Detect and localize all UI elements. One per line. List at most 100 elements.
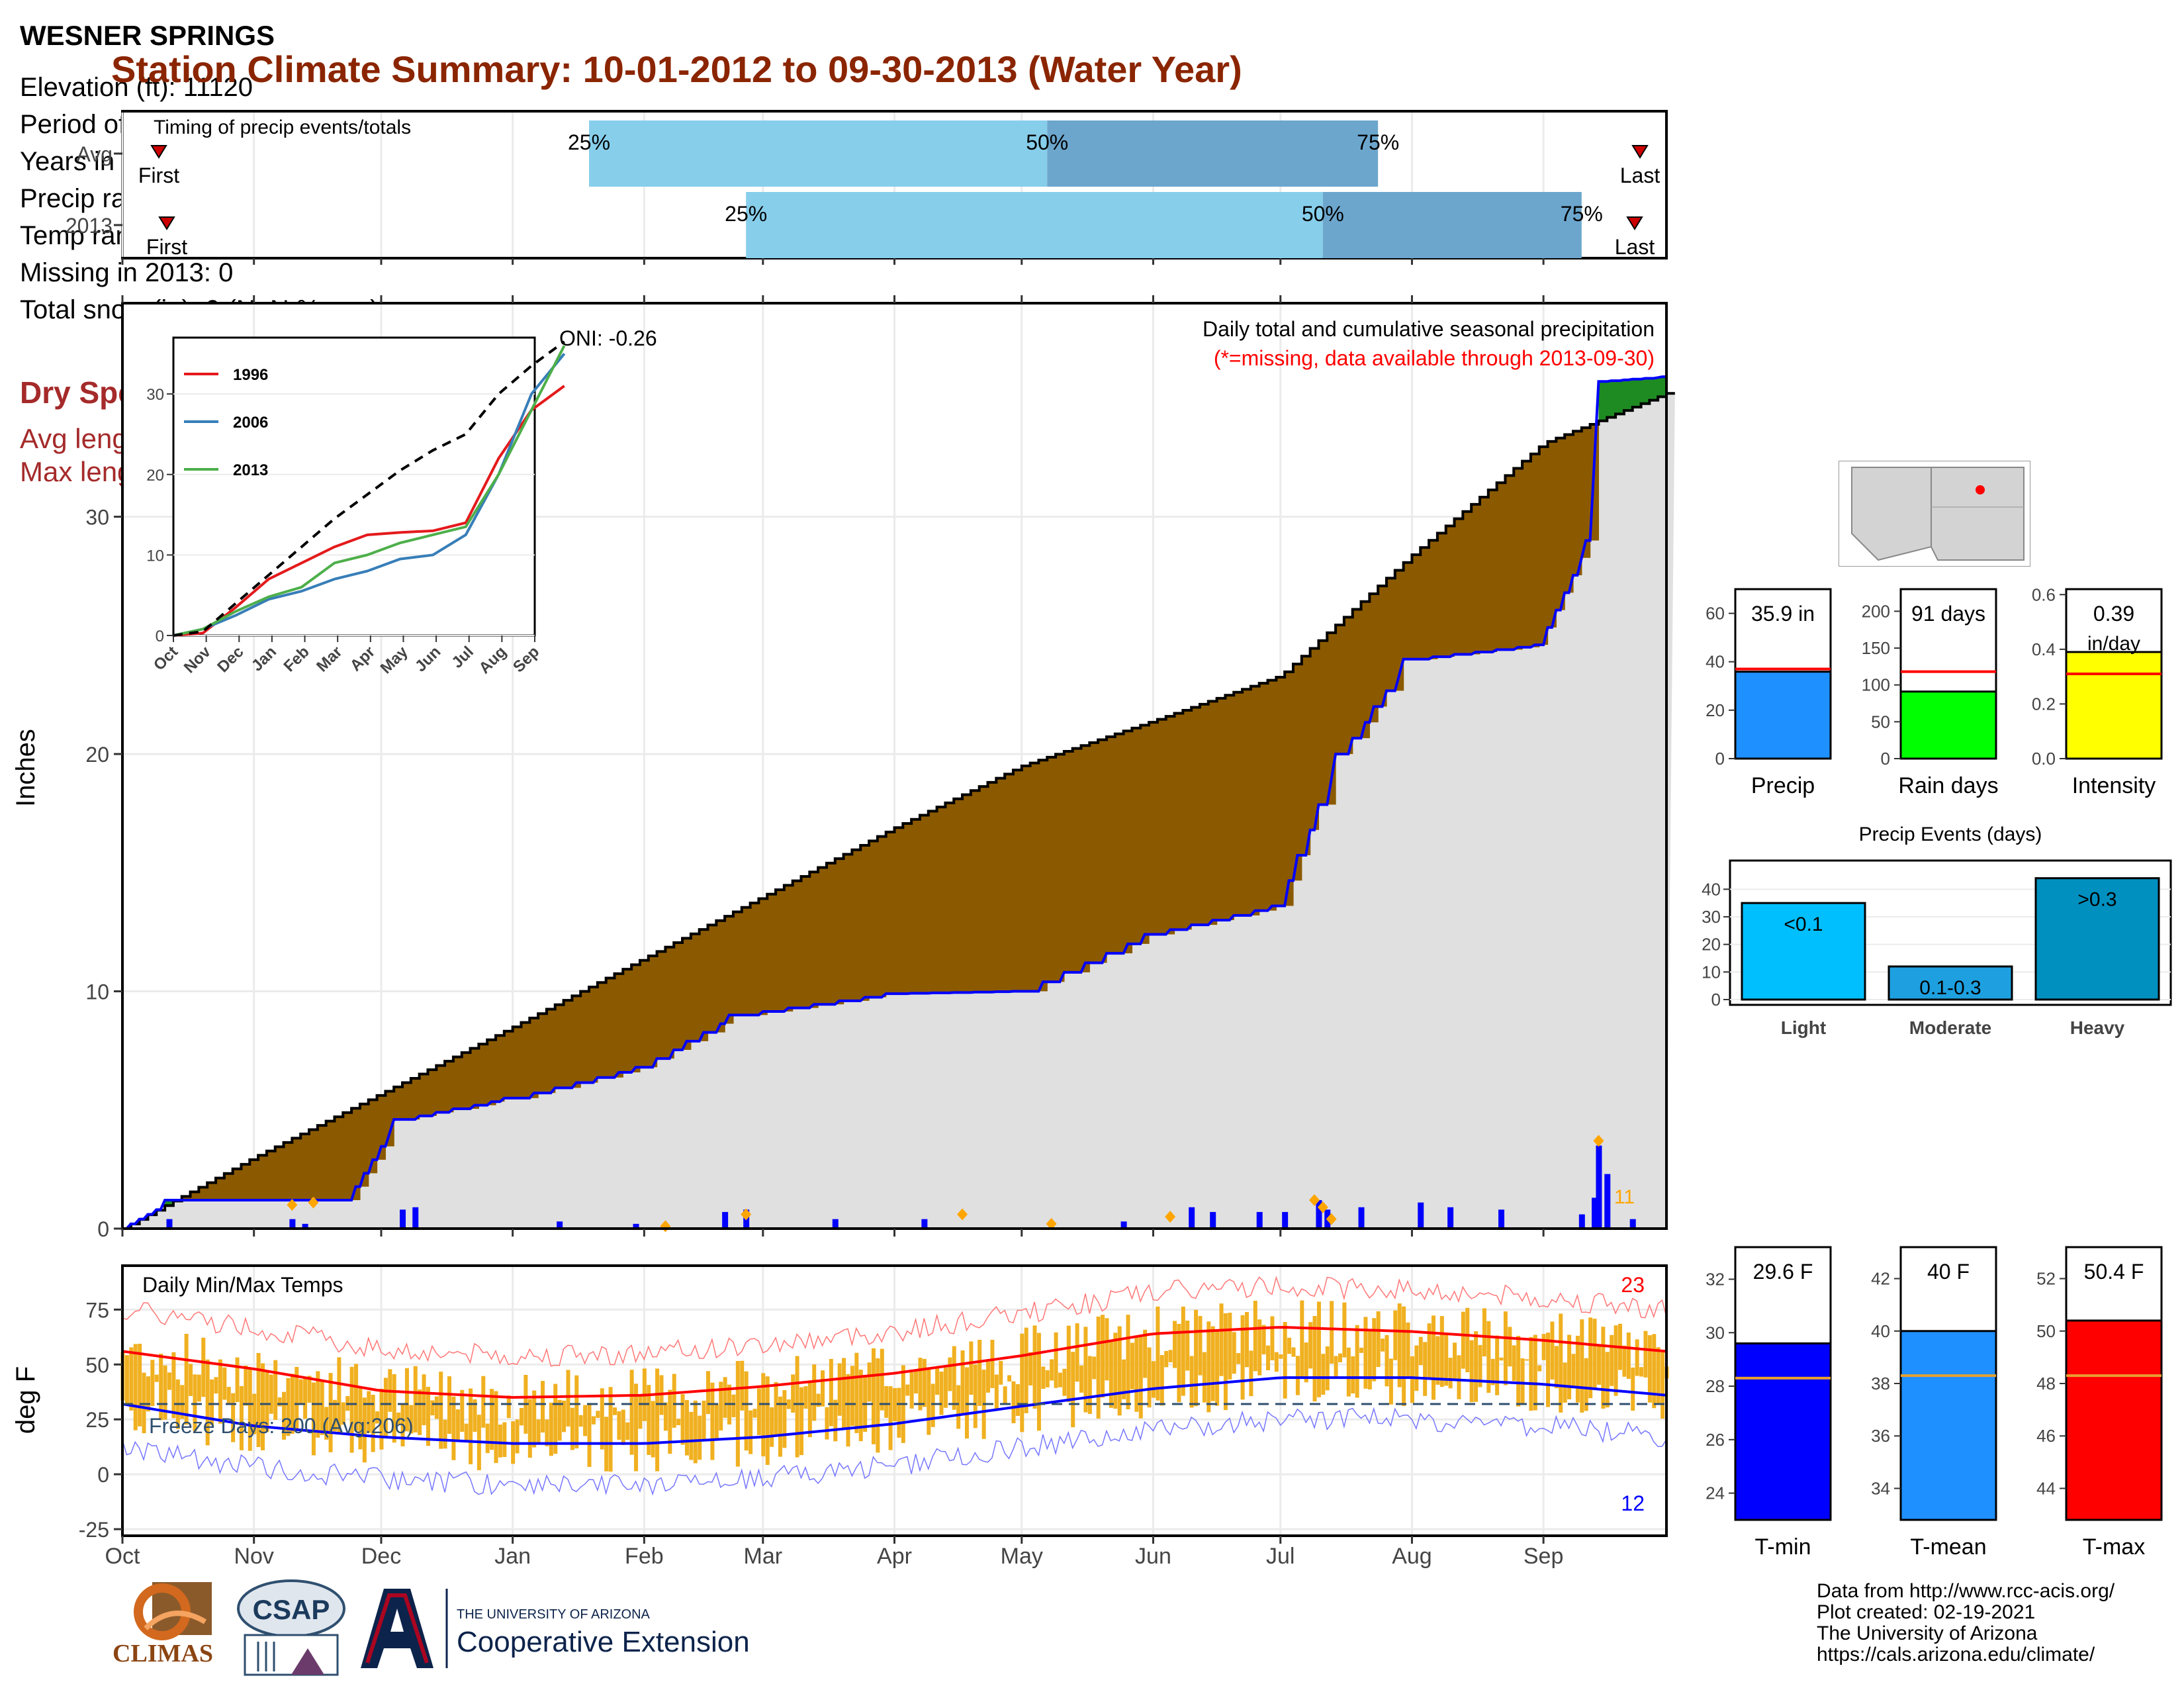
daily-temp-bar [286, 1378, 291, 1436]
daily-temp-bar [519, 1407, 523, 1426]
daily-temp-bar [825, 1407, 829, 1440]
daily-temp-bar [591, 1416, 596, 1425]
temp-x-tick-label: Nov [234, 1544, 273, 1569]
daily-temp-bar [833, 1399, 838, 1442]
daily-precip-bar [1120, 1221, 1127, 1229]
daily-temp-bar [273, 1360, 278, 1420]
temp-chart-title: Daily Min/Max Temps [142, 1273, 343, 1297]
avg-cumulative-area [122, 393, 1675, 1229]
daily-temp-bar [1011, 1381, 1016, 1424]
daily-precip-bar [1256, 1211, 1263, 1229]
daily-temp-bar [1431, 1315, 1435, 1400]
daily-temp-bar [714, 1404, 719, 1441]
daily-temp-bar [184, 1333, 189, 1425]
temp-x-tick-label: May [1001, 1544, 1043, 1569]
daily-temp-bar [201, 1337, 206, 1397]
daily-temp-bar [1138, 1336, 1143, 1419]
ua-small-text: THE UNIVERSITY OF ARIZONA [457, 1607, 651, 1622]
mini-y-tick-label: 38 [1871, 1374, 1890, 1393]
daily-temp-bar [1367, 1331, 1372, 1389]
daily-temp-bar [1312, 1316, 1317, 1402]
daily-temp-bar [1291, 1347, 1296, 1357]
daily-temp-bar [1202, 1352, 1206, 1403]
daily-temp-bar [710, 1382, 715, 1460]
mini-value-label: 50.4 F [2084, 1260, 2144, 1284]
daily-temp-bar [1126, 1315, 1130, 1410]
daily-temp-bar [1164, 1350, 1169, 1368]
daily-temp-bar [1054, 1332, 1058, 1388]
timing-q75-label: 75% [1561, 202, 1603, 226]
daily-temp-bar [566, 1370, 570, 1427]
csap-logo-text: CSAP [253, 1594, 330, 1625]
daily-temp-bar [562, 1400, 567, 1432]
mini-y-tick-label: 0.2 [2032, 694, 2056, 714]
mini-y-tick-label: 28 [1706, 1376, 1725, 1396]
daily-temp-bar [1240, 1315, 1245, 1400]
daily-temp-bar [392, 1374, 396, 1443]
daily-temp-bar [612, 1407, 617, 1415]
temp-y-axis-label: deg F [11, 1366, 40, 1434]
daily-temp-bar [396, 1412, 401, 1425]
daily-temp-bar [1516, 1336, 1521, 1407]
daily-temp-bar [1533, 1335, 1537, 1411]
daily-temp-bar [418, 1389, 422, 1435]
daily-temp-bar [197, 1374, 201, 1402]
daily-temp-bar [455, 1409, 460, 1440]
mini-panel-name: T-max [2083, 1534, 2145, 1560]
daily-temp-bar [400, 1404, 405, 1447]
mini-y-tick-label: 52 [2036, 1269, 2056, 1289]
oni-label: ONI: -0.26 [559, 326, 657, 350]
daily-temp-bar [1393, 1310, 1398, 1360]
station-elevation: Elevation (ft): 11120 [20, 73, 253, 102]
max-record-count: 23 [1621, 1273, 1645, 1297]
mini-y-tick-label: 60 [1706, 604, 1725, 624]
daily-temp-bar [1541, 1334, 1546, 1360]
daily-precip-bar [1418, 1202, 1424, 1229]
daily-temp-bar [1105, 1318, 1109, 1381]
daily-temp-bar [574, 1375, 579, 1449]
inset-frame [172, 336, 536, 637]
daily-temp-bar [1529, 1336, 1533, 1411]
daily-temp-bar [1614, 1325, 1618, 1396]
daily-temp-bar [914, 1372, 919, 1394]
daily-temp-bar [854, 1352, 859, 1433]
temp-x-tick-label: Jan [494, 1544, 531, 1569]
daily-temp-bar [1194, 1309, 1199, 1407]
daily-temp-bar [1563, 1362, 1567, 1403]
precip-y-tick-label: 30 [85, 506, 109, 530]
daily-temp-bar [799, 1387, 803, 1456]
daily-temp-bar [473, 1399, 477, 1432]
daily-temp-bar [154, 1374, 159, 1382]
daily-temp-bar [1232, 1332, 1236, 1374]
daily-temp-bar [1588, 1317, 1593, 1399]
daily-temp-bar [1652, 1334, 1657, 1409]
daily-temp-bar [1270, 1316, 1275, 1360]
precip-chart: 11 0 10 20 30 Inches Daily total and cumulativ… [11, 295, 1675, 1241]
daily-temp-bar [943, 1367, 948, 1408]
inset-y-tick-label: 20 [146, 467, 164, 485]
events-bar-label: <0.1 [1784, 914, 1823, 935]
daily-temp-bar [295, 1366, 299, 1430]
daily-temp-bar [647, 1385, 651, 1455]
daily-temp-bar [1418, 1336, 1423, 1366]
csap-logo: CSAP [237, 1579, 345, 1676]
mini-y-tick-label: 36 [1871, 1426, 1890, 1446]
mini-value-label: 0.39 [2093, 602, 2134, 626]
daily-temp-bar [1465, 1307, 1470, 1373]
daily-temp-bar [1592, 1319, 1597, 1390]
timing-bar-upper-2013 [1322, 192, 1582, 258]
daily-temp-bar [244, 1365, 248, 1406]
temp-x-tick-label: Sep [1524, 1544, 1564, 1569]
extreme-precip-marker [308, 1196, 319, 1209]
daily-temp-bar [426, 1387, 430, 1446]
daily-temp-bar [1092, 1356, 1097, 1380]
daily-temp-bar [1147, 1347, 1152, 1408]
daily-temp-bar [1554, 1346, 1559, 1389]
daily-temp-bar [1546, 1333, 1551, 1407]
mini-value-label: 29.6 F [1753, 1260, 1813, 1284]
daily-temp-bar [277, 1397, 282, 1407]
daily-temp-bar [850, 1366, 854, 1427]
daily-temp-bar [617, 1411, 621, 1440]
daily-temp-bar [1173, 1321, 1177, 1368]
timing-q50-label: 50% [1026, 130, 1068, 154]
